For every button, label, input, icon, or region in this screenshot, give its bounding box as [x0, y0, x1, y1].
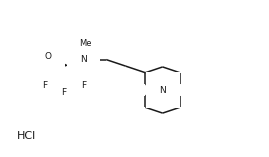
Text: F: F — [81, 81, 86, 90]
Text: F: F — [42, 81, 47, 90]
Text: HCl: HCl — [17, 131, 37, 141]
Text: O: O — [44, 52, 51, 61]
Text: N: N — [80, 55, 87, 64]
Text: Me: Me — [79, 39, 91, 48]
Text: F: F — [61, 88, 66, 97]
Text: N: N — [159, 86, 166, 95]
